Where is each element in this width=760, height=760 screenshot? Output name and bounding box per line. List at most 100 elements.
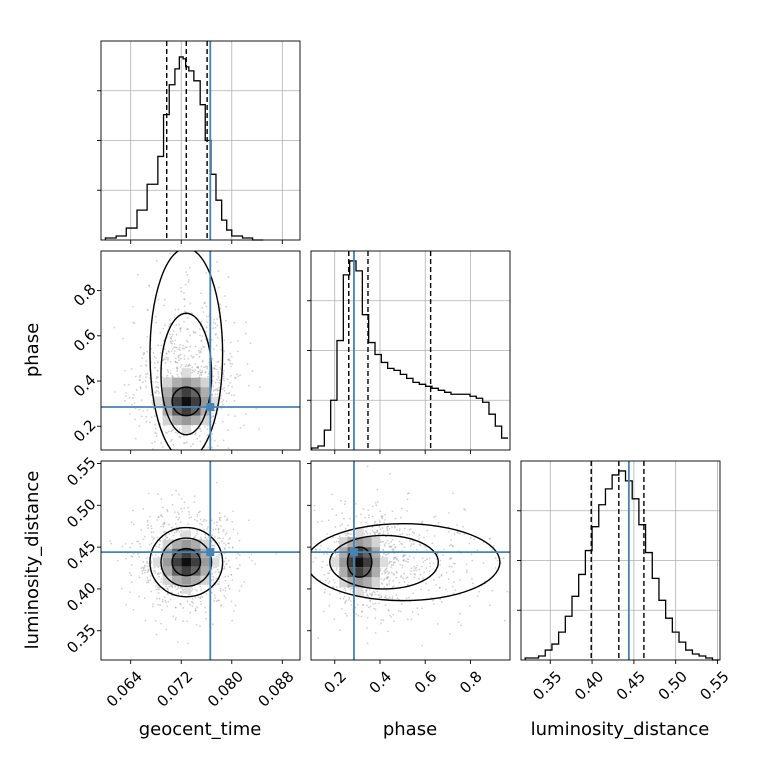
sample-point — [174, 346, 177, 349]
sample-point — [218, 599, 220, 602]
sample-point — [175, 526, 178, 529]
ylabel-luminosity-distance: luminosity_distance — [22, 471, 43, 650]
sample-point — [237, 552, 240, 555]
sample-point — [313, 509, 316, 512]
sample-point — [344, 600, 347, 603]
sample-point — [214, 326, 217, 329]
sample-point — [191, 605, 194, 608]
sample-point — [199, 454, 201, 456]
sample-point — [196, 515, 199, 518]
sample-point — [231, 619, 234, 622]
density-cell — [181, 425, 192, 435]
sample-point — [143, 352, 146, 355]
sample-point — [177, 518, 180, 521]
sample-point — [160, 580, 163, 583]
sample-point — [373, 591, 376, 594]
sample-point — [233, 321, 236, 324]
sample-point — [159, 331, 162, 334]
sample-point — [339, 597, 342, 600]
sample-point — [215, 577, 218, 580]
sample-point — [136, 273, 139, 276]
sample-point — [161, 515, 164, 518]
sample-point — [146, 562, 149, 565]
sample-point — [128, 591, 131, 594]
sample-point — [396, 558, 398, 561]
sample-point — [403, 527, 406, 530]
sample-point — [158, 539, 161, 542]
sample-point — [424, 546, 426, 548]
sample-point — [384, 596, 387, 599]
sample-point — [218, 518, 221, 521]
sample-point — [324, 579, 327, 582]
sample-point — [212, 321, 215, 324]
sample-point — [205, 330, 207, 333]
sample-point — [381, 515, 384, 518]
sample-point — [429, 565, 432, 568]
sample-point — [392, 558, 395, 561]
sample-point — [179, 591, 182, 594]
sample-point — [345, 614, 348, 617]
sample-point — [386, 525, 389, 528]
sample-point — [162, 446, 165, 448]
y-tick-label: 0.4 — [70, 371, 100, 401]
sample-point — [170, 350, 173, 352]
sample-point — [383, 545, 386, 547]
sample-point — [341, 512, 343, 514]
sample-point — [189, 462, 191, 464]
sample-point — [398, 528, 401, 530]
sample-point — [171, 376, 174, 379]
sample-point — [213, 439, 216, 442]
sample-point — [404, 554, 407, 556]
sample-point — [237, 350, 239, 353]
sample-point — [249, 342, 252, 345]
sample-point — [223, 339, 226, 342]
sample-point — [198, 355, 201, 358]
sample-point — [236, 373, 238, 376]
sample-point — [222, 399, 225, 402]
sample-point — [139, 386, 142, 389]
sample-point — [386, 576, 389, 579]
sample-point — [386, 529, 389, 532]
sample-point — [196, 606, 198, 608]
sample-point — [177, 355, 180, 358]
sample-point — [137, 540, 140, 543]
sample-point — [178, 349, 181, 351]
sample-point — [409, 573, 412, 576]
sample-point — [210, 579, 213, 582]
sample-point — [335, 555, 338, 557]
sample-point — [383, 521, 386, 524]
sample-point — [376, 590, 379, 593]
sample-point — [321, 566, 324, 569]
sample-point — [169, 360, 172, 363]
sample-point — [183, 305, 186, 308]
sample-point — [327, 547, 329, 550]
sample-point — [223, 595, 226, 597]
sample-point — [177, 592, 180, 595]
sample-point — [389, 560, 391, 563]
sample-point — [366, 594, 368, 597]
sample-point — [314, 548, 317, 551]
sample-point — [171, 586, 174, 589]
density-cell — [181, 575, 192, 585]
sample-point — [174, 618, 177, 621]
y-tick-label: 0.35 — [63, 621, 99, 657]
sample-point — [157, 298, 160, 301]
sample-point — [147, 492, 150, 495]
sample-point — [223, 389, 226, 392]
contour-line — [149, 251, 224, 450]
sample-point — [191, 468, 193, 470]
sample-point — [343, 595, 346, 598]
sample-point — [146, 350, 148, 353]
sample-point — [157, 381, 159, 384]
sample-point — [147, 527, 150, 530]
sample-point — [384, 604, 387, 606]
sample-point — [164, 324, 167, 327]
sample-point — [138, 425, 141, 428]
sample-point — [211, 568, 213, 570]
sample-point — [369, 605, 372, 608]
sample-point — [393, 620, 395, 623]
sample-point — [132, 305, 134, 308]
sample-point — [191, 371, 194, 374]
sample-point — [451, 492, 454, 495]
sample-point — [229, 341, 232, 344]
